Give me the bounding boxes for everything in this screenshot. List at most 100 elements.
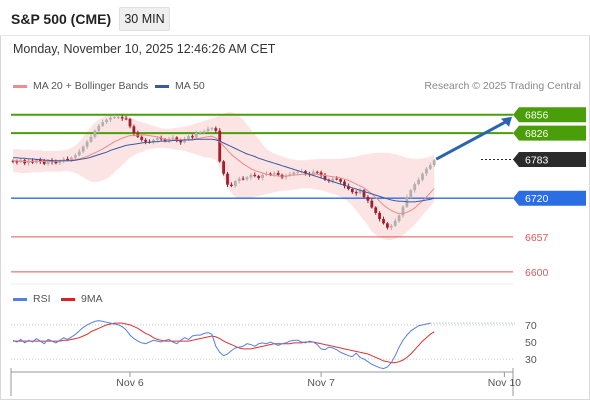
level-label-6657: 6657 (525, 232, 549, 244)
candle (132, 126, 136, 134)
candle (163, 139, 167, 141)
instrument-title: S&P 500 (CME) (11, 11, 112, 27)
legend-ma50: MA 50 (155, 80, 205, 92)
rsi-tick-label: 50 (525, 337, 537, 349)
candle (354, 192, 358, 194)
candle (425, 168, 428, 174)
candle (230, 184, 233, 186)
candle (144, 139, 147, 142)
candle (409, 190, 413, 197)
candle (226, 173, 229, 185)
candle (155, 138, 159, 140)
candle (54, 161, 58, 164)
candle (38, 159, 42, 162)
level-label-6783: 6783 (525, 155, 549, 167)
research-credit: Research © 2025 Trading Central (424, 80, 581, 92)
candle (66, 158, 69, 161)
candle (77, 151, 81, 156)
candle (152, 139, 155, 143)
candle (413, 184, 417, 191)
candle (331, 178, 335, 182)
candle (319, 172, 323, 176)
candle (233, 181, 237, 186)
candle (421, 173, 424, 180)
candle (257, 176, 261, 178)
candle (179, 140, 183, 143)
candle (113, 117, 116, 119)
legend-rsi-label: RSI (33, 293, 51, 305)
candle (350, 189, 354, 193)
candle (175, 137, 179, 141)
candle (206, 128, 210, 132)
legend-rsi: RSI (13, 293, 51, 305)
candle (253, 174, 257, 177)
legend-bollinger-swatch (13, 84, 27, 88)
candle (27, 160, 30, 164)
candle (397, 215, 401, 221)
candle (428, 165, 432, 169)
candle (198, 131, 202, 134)
legend-ma50-label: MA 50 (175, 80, 205, 92)
candle (389, 225, 393, 228)
candle (276, 173, 280, 175)
candle (89, 136, 93, 142)
candle (210, 128, 214, 130)
candle (74, 155, 77, 158)
level-label-6720: 6720 (525, 193, 549, 205)
legend-rsi-swatch (13, 297, 27, 301)
x-tick-label: Nov 10 (488, 377, 521, 389)
x-tick-label: Nov 7 (307, 377, 335, 389)
candle (304, 171, 307, 174)
candle (366, 196, 370, 201)
candle (191, 136, 194, 138)
candle (382, 219, 385, 224)
candle (101, 122, 105, 126)
candle (432, 160, 436, 166)
forecast-arrow-head (501, 116, 512, 127)
candle (81, 146, 85, 152)
candle (272, 173, 276, 175)
candle (187, 136, 190, 140)
candle (374, 207, 378, 213)
candle (120, 117, 124, 119)
candle (105, 119, 108, 123)
candle (339, 179, 342, 182)
candle (323, 175, 327, 180)
candle (241, 178, 245, 180)
legend-rsi-ma-label: 9MA (81, 293, 103, 305)
candle (70, 157, 73, 161)
candle (315, 171, 319, 173)
rsi-tick-label: 70 (525, 320, 537, 332)
candle (401, 206, 405, 216)
level-label-6600: 6600 (525, 267, 549, 279)
level-tag-6856 (513, 107, 586, 123)
candle (214, 128, 218, 131)
ma20-line (13, 134, 435, 215)
candle (202, 131, 206, 133)
candle (62, 158, 66, 161)
candle (362, 190, 366, 197)
level-label-6826: 6826 (525, 128, 549, 140)
timeframe-button[interactable]: 30 MIN (119, 7, 170, 31)
candle (335, 178, 339, 180)
candle (222, 161, 225, 174)
bollinger-band (13, 112, 435, 240)
legend-rsi-ma: 9MA (61, 293, 103, 305)
candle (171, 137, 175, 139)
candle (194, 133, 198, 138)
candle (347, 185, 350, 189)
level-tag-6783 (513, 152, 586, 168)
candle (311, 171, 315, 175)
candle (85, 141, 89, 147)
level-label-6856: 6856 (525, 110, 549, 122)
candle (124, 118, 128, 120)
candle (296, 171, 300, 173)
candle (288, 174, 292, 176)
candle (116, 117, 120, 119)
candle (343, 181, 346, 186)
candle (109, 117, 112, 120)
candle (237, 178, 241, 182)
datetime-label: Monday, November 10, 2025 12:46:26 AM CE… (13, 42, 276, 56)
candle (183, 139, 186, 143)
